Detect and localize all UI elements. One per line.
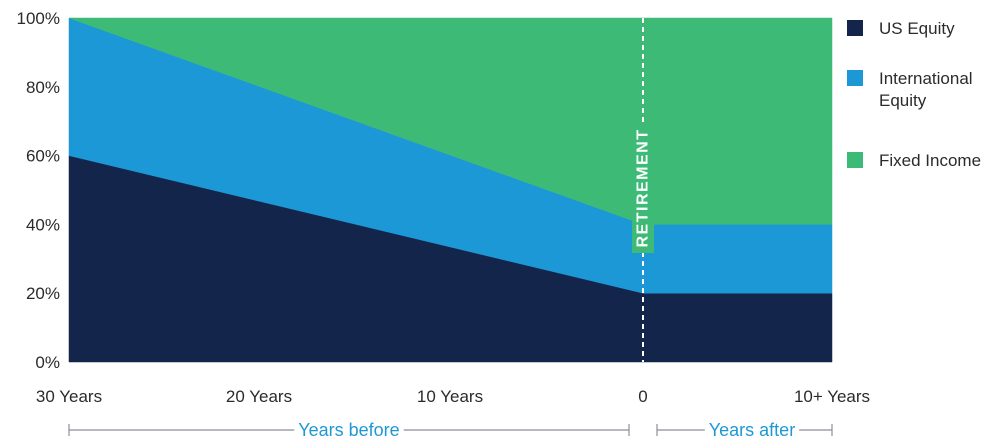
y-tick-label: 80% xyxy=(26,78,60,97)
x-tick-label: 30 Years xyxy=(36,387,102,406)
y-tick-label: 0% xyxy=(35,353,60,372)
legend-label: Fixed Income xyxy=(879,151,981,170)
legend-item: Fixed Income xyxy=(847,151,981,170)
period-spans: Years before Years after xyxy=(68,420,833,439)
y-tick-label: 40% xyxy=(26,215,60,234)
legend-label: Equity xyxy=(879,91,927,110)
span-years-before: Years before xyxy=(68,420,630,439)
y-tick-label: 100% xyxy=(17,9,60,28)
legend: US Equity International Equity Fixed Income xyxy=(847,19,981,170)
x-axis-ticks: 30 Years 20 Years 10 Years 0 10+ Years xyxy=(36,387,870,406)
x-tick-label: 0 xyxy=(638,387,647,406)
retirement-label-bg xyxy=(632,123,654,253)
legend-swatch xyxy=(847,20,863,36)
legend-swatch xyxy=(847,70,863,86)
plot-areas xyxy=(68,17,833,363)
legend-item: International Equity xyxy=(847,69,973,110)
span-label: Years after xyxy=(709,420,795,439)
span-label: Years before xyxy=(298,420,399,439)
y-tick-label: 20% xyxy=(26,284,60,303)
y-tick-label: 60% xyxy=(26,147,60,166)
x-tick-label: 10 Years xyxy=(417,387,483,406)
span-years-after: Years after xyxy=(656,420,833,439)
x-tick-label: 20 Years xyxy=(226,387,292,406)
legend-item: US Equity xyxy=(847,19,955,38)
retirement-marker: RETIREMENT xyxy=(632,18,654,362)
retirement-label: RETIREMENT xyxy=(635,129,652,248)
legend-label: International xyxy=(879,69,973,88)
y-axis-ticks: 0% 20% 40% 60% 80% 100% xyxy=(17,9,60,372)
legend-label: US Equity xyxy=(879,19,955,38)
legend-swatch xyxy=(847,152,863,168)
x-tick-label: 10+ Years xyxy=(794,387,870,406)
